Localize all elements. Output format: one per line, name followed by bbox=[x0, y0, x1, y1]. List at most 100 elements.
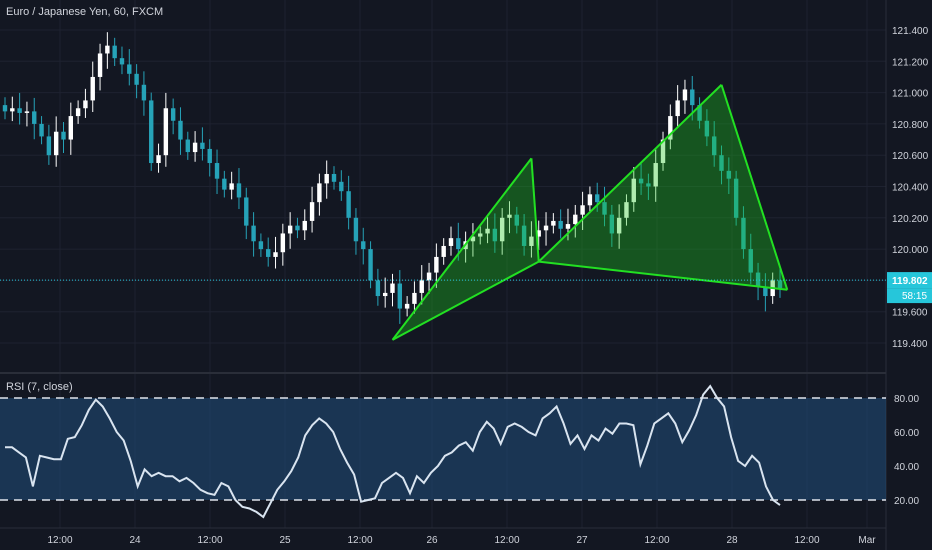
candle-body bbox=[229, 183, 234, 190]
candle-body bbox=[638, 178, 644, 184]
candle-body bbox=[75, 108, 81, 117]
candle-body bbox=[573, 214, 578, 225]
candle-body bbox=[529, 236, 534, 246]
price-tick-label: 120.200 bbox=[892, 214, 929, 225]
last-price-box bbox=[887, 272, 932, 289]
time-tick-label: 28 bbox=[726, 535, 738, 546]
candle-body bbox=[456, 238, 461, 250]
candle-body bbox=[17, 108, 22, 113]
candle-body bbox=[404, 303, 410, 309]
candle-body bbox=[258, 241, 264, 250]
rsi-series bbox=[0, 384, 886, 519]
time-tick-label: 24 bbox=[129, 535, 141, 546]
price-tick-label: 120.800 bbox=[892, 120, 929, 131]
candle-body bbox=[492, 228, 498, 242]
candle-body bbox=[280, 233, 286, 253]
candle-body bbox=[726, 170, 732, 179]
candle-body bbox=[309, 202, 315, 221]
candle-body bbox=[149, 100, 154, 164]
candle-body bbox=[507, 214, 512, 218]
rsi-tick-label: 60.00 bbox=[894, 428, 919, 439]
candle-body bbox=[426, 272, 432, 281]
candle-body bbox=[287, 225, 293, 234]
pattern-leg bbox=[720, 84, 789, 291]
candle-body bbox=[660, 139, 666, 164]
candle-body bbox=[609, 214, 615, 234]
rsi-line bbox=[5, 384, 781, 519]
price-tick-label: 120.600 bbox=[892, 151, 929, 162]
candle-body bbox=[368, 249, 373, 281]
candle-body bbox=[331, 173, 337, 182]
candle-body bbox=[763, 286, 768, 297]
candle-body bbox=[390, 283, 395, 293]
candle-body bbox=[200, 142, 205, 149]
rsi-title: RSI (7, close) bbox=[6, 381, 73, 393]
harmonic-pattern bbox=[391, 84, 789, 341]
candle-body bbox=[675, 100, 680, 117]
candle-body bbox=[602, 202, 607, 215]
candle-body bbox=[412, 292, 417, 304]
candle-body bbox=[61, 131, 66, 140]
candle-body bbox=[90, 76, 95, 101]
price-tick-label: 121.000 bbox=[892, 89, 929, 100]
candle-body bbox=[273, 252, 278, 257]
candle-body bbox=[192, 142, 198, 153]
countdown-label: 58:15 bbox=[902, 291, 927, 302]
candle-body bbox=[382, 292, 388, 297]
candle-body bbox=[595, 194, 600, 203]
candle-body bbox=[46, 136, 52, 156]
candle-body bbox=[10, 108, 15, 112]
price-tick-label: 120.400 bbox=[892, 183, 929, 194]
price-tick-label: 119.400 bbox=[892, 339, 928, 350]
candle-body bbox=[24, 111, 30, 113]
candle-body bbox=[777, 280, 783, 289]
time-tick-label: 25 bbox=[279, 535, 291, 546]
candle-series bbox=[2, 32, 783, 324]
candle-body bbox=[616, 217, 622, 234]
time-tick-label: 12:00 bbox=[644, 535, 669, 546]
time-tick-label: 12:00 bbox=[347, 535, 372, 546]
rsi-tick-label: 40.00 bbox=[894, 462, 919, 473]
candle-body bbox=[2, 105, 8, 112]
candle-body bbox=[580, 205, 585, 215]
candle-body bbox=[361, 241, 366, 250]
candle-body bbox=[434, 256, 439, 273]
candle-body bbox=[755, 272, 761, 287]
candle-body bbox=[324, 173, 329, 184]
candle-body bbox=[207, 148, 212, 164]
candle-body bbox=[68, 116, 74, 140]
candle-body bbox=[587, 194, 593, 206]
candle-body bbox=[97, 53, 103, 77]
candle-body bbox=[39, 123, 44, 137]
candle-body bbox=[646, 183, 651, 187]
candle-body bbox=[485, 228, 490, 234]
candle-body bbox=[419, 280, 424, 293]
rsi-tick-label: 20.00 bbox=[894, 496, 919, 507]
candle-body bbox=[558, 220, 563, 229]
candle-body bbox=[353, 217, 359, 242]
candle-body bbox=[214, 163, 220, 179]
candle-body bbox=[733, 178, 739, 218]
candle-body bbox=[105, 45, 110, 54]
price-axis: 121.400 121.200 121.000 120.800 120.600 120.4… bbox=[0, 26, 932, 507]
candle-body bbox=[295, 225, 300, 231]
candle-body bbox=[302, 220, 307, 231]
candle-body bbox=[397, 283, 403, 309]
candle-body bbox=[704, 120, 710, 137]
candle-body bbox=[441, 245, 446, 257]
time-tick-label: 26 bbox=[426, 535, 438, 546]
candle-body bbox=[470, 236, 476, 242]
candle-body bbox=[682, 89, 688, 101]
candle-body bbox=[170, 108, 176, 121]
candle-body bbox=[266, 249, 271, 257]
candle-body bbox=[565, 224, 571, 229]
pattern-leg bbox=[391, 157, 533, 341]
last-price-label: 119.802 bbox=[892, 276, 928, 287]
candle-body bbox=[134, 73, 139, 85]
pattern-xab-fill bbox=[392, 158, 539, 340]
pattern-leg bbox=[538, 260, 788, 291]
time-tick-label: 12:00 bbox=[197, 535, 222, 546]
candle-body bbox=[185, 139, 190, 153]
pattern-leg bbox=[392, 260, 540, 341]
